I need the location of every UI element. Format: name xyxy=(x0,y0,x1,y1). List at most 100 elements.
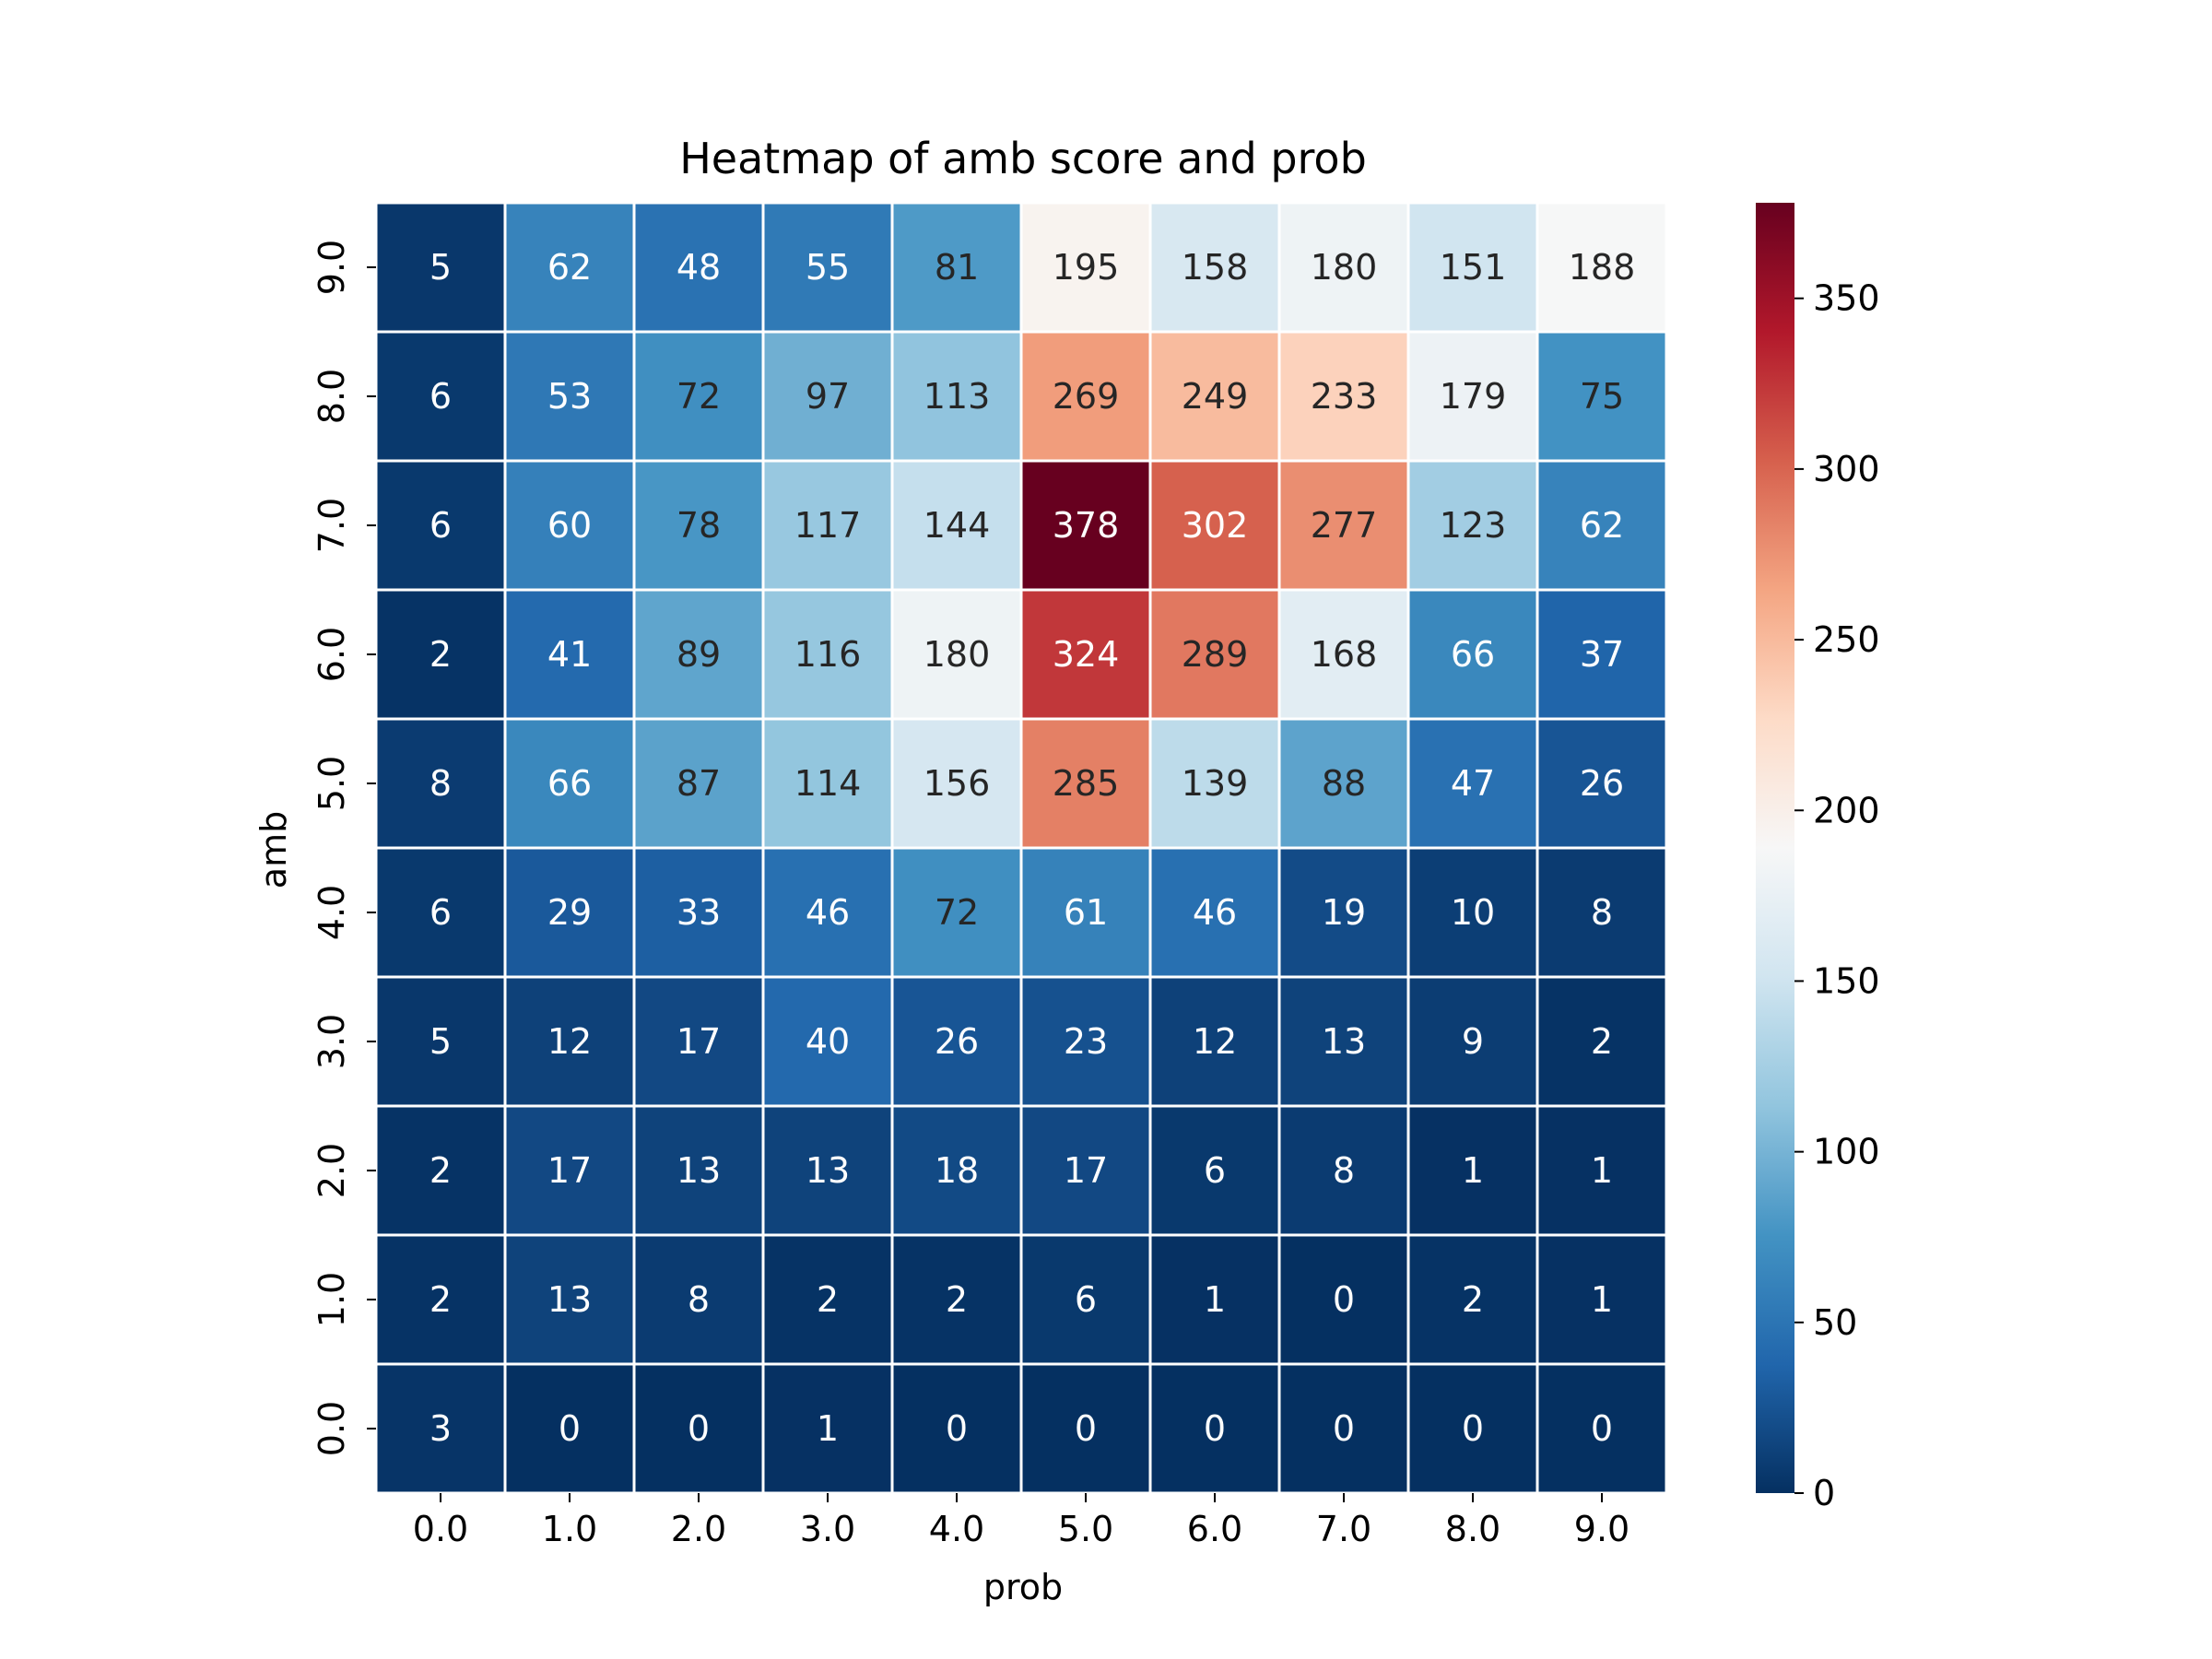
cell-value-label: 179 xyxy=(1440,376,1507,417)
y-tick-label: 9.0 xyxy=(312,240,352,295)
cell-value-label: 0 xyxy=(559,1408,581,1449)
heatmap-cell xyxy=(1148,1104,1281,1237)
cell-value-label: 78 xyxy=(677,505,721,546)
heatmap-cell xyxy=(1019,330,1152,463)
heatmap-cell xyxy=(503,330,636,463)
colorbar-tick-label: 50 xyxy=(1813,1302,1857,1343)
heatmap-cell xyxy=(503,717,636,850)
cell-value-label: 158 xyxy=(1182,247,1249,288)
cell-value-label: 6 xyxy=(1075,1279,1097,1320)
heatmap-cell xyxy=(1277,459,1410,592)
heatmap-cell xyxy=(1277,1104,1410,1237)
y-axis-label: amb xyxy=(253,811,294,888)
x-tick-label: 0.0 xyxy=(413,1509,468,1549)
colorbar: 0 50 100 150 200 250 300 350 xyxy=(1756,203,1880,1513)
heatmap-cell xyxy=(1535,717,1668,850)
cell-value-label: 0 xyxy=(688,1408,710,1449)
cell-value-label: 0 xyxy=(1075,1408,1097,1449)
y-tick-label: 2.0 xyxy=(312,1143,352,1198)
chart-title: Heatmap of amb score and prob xyxy=(679,134,1367,183)
cell-value-label: 2 xyxy=(1462,1279,1484,1320)
colorbar-tick-label: 0 xyxy=(1813,1473,1835,1513)
heatmap-cell xyxy=(632,201,765,334)
colorbar-gradient xyxy=(1756,203,1794,1493)
heatmap-cell xyxy=(1535,588,1668,721)
heatmap-cell xyxy=(1535,1362,1668,1495)
x-tick-label: 1.0 xyxy=(542,1509,597,1549)
cell-value-label: 8 xyxy=(429,763,452,804)
heatmap-cell xyxy=(1406,459,1539,592)
heatmap-cell xyxy=(1406,846,1539,979)
heatmap-cell xyxy=(1277,1362,1410,1495)
cell-value-label: 97 xyxy=(806,376,850,417)
cell-value-label: 62 xyxy=(547,247,592,288)
cell-value-label: 156 xyxy=(924,763,991,804)
cell-value-label: 1 xyxy=(1462,1150,1484,1191)
cell-value-label: 41 xyxy=(547,634,592,675)
heatmap-cell xyxy=(374,588,507,721)
colorbar-tick-label: 300 xyxy=(1813,449,1880,489)
heatmap-cell xyxy=(632,1104,765,1237)
cell-value-label: 8 xyxy=(1591,892,1613,933)
heatmap-cell xyxy=(1019,1104,1152,1237)
heatmap-cell xyxy=(1277,975,1410,1108)
cell-value-label: 2 xyxy=(429,1150,452,1191)
cell-value-label: 26 xyxy=(1580,763,1624,804)
heatmap-cell xyxy=(1277,330,1410,463)
cell-value-label: 12 xyxy=(547,1021,592,1062)
heatmap-cell xyxy=(632,459,765,592)
cell-value-label: 88 xyxy=(1322,763,1366,804)
cell-value-label: 2 xyxy=(946,1279,968,1320)
heatmap-cell xyxy=(890,1104,1023,1237)
heatmap-cell xyxy=(374,459,507,592)
cell-value-label: 0 xyxy=(1333,1279,1355,1320)
cell-value-label: 277 xyxy=(1311,505,1378,546)
x-tick-label: 2.0 xyxy=(671,1509,726,1549)
cell-value-label: 302 xyxy=(1182,505,1249,546)
cell-value-label: 114 xyxy=(794,763,862,804)
heatmap-cell xyxy=(1535,330,1668,463)
cell-value-label: 23 xyxy=(1064,1021,1108,1062)
cell-value-label: 285 xyxy=(1053,763,1120,804)
cell-value-label: 2 xyxy=(817,1279,839,1320)
heatmap-cell xyxy=(1406,717,1539,850)
heatmap-cell xyxy=(761,330,894,463)
heatmap-cell xyxy=(1148,588,1281,721)
cell-value-label: 151 xyxy=(1440,247,1507,288)
cell-value-label: 180 xyxy=(1311,247,1378,288)
cell-value-label: 66 xyxy=(547,763,592,804)
heatmap-cell xyxy=(1277,717,1410,850)
heatmap-cell xyxy=(1277,201,1410,334)
colorbar-tick-label: 350 xyxy=(1813,278,1880,319)
cell-value-label: 116 xyxy=(794,634,862,675)
cell-value-label: 13 xyxy=(806,1150,850,1191)
cell-value-label: 72 xyxy=(677,376,721,417)
cell-value-label: 13 xyxy=(547,1279,592,1320)
cell-value-label: 10 xyxy=(1451,892,1495,933)
cell-value-label: 123 xyxy=(1440,505,1507,546)
y-tick-label: 6.0 xyxy=(312,627,352,682)
cell-value-label: 0 xyxy=(1462,1408,1484,1449)
heatmap-cell xyxy=(1277,1233,1410,1366)
heatmap-cell xyxy=(1535,459,1668,592)
cell-value-label: 180 xyxy=(924,634,991,675)
heatmap-cell xyxy=(1535,975,1668,1108)
heatmap-cell xyxy=(1406,975,1539,1108)
cell-value-label: 62 xyxy=(1580,505,1624,546)
cell-value-label: 13 xyxy=(1322,1021,1366,1062)
cell-value-label: 81 xyxy=(935,247,979,288)
cell-value-label: 0 xyxy=(1204,1408,1226,1449)
heatmap-cell xyxy=(1535,1233,1668,1366)
heatmap-cell xyxy=(503,1233,636,1366)
heatmap-cell xyxy=(761,1104,894,1237)
heatmap-cell xyxy=(503,459,636,592)
cell-value-label: 55 xyxy=(806,247,850,288)
heatmap-cell xyxy=(1019,717,1152,850)
heatmap-cell xyxy=(1406,588,1539,721)
cell-value-label: 6 xyxy=(429,892,452,933)
heatmap-cell xyxy=(761,846,894,979)
cell-value-label: 1 xyxy=(1591,1279,1613,1320)
x-tick-label: 7.0 xyxy=(1316,1509,1371,1549)
